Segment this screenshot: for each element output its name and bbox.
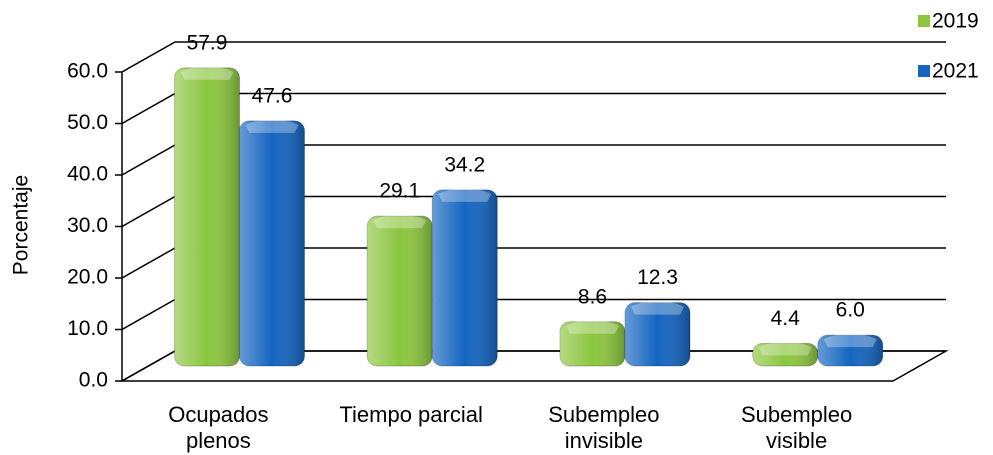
- bar-shine: [239, 120, 305, 366]
- value-label: 12.3: [637, 266, 678, 289]
- bar-top: [758, 341, 812, 356]
- y-tick-label: 50.0: [67, 111, 108, 134]
- bar-top: [566, 319, 619, 334]
- bar-top: [438, 187, 492, 202]
- grid-line: [121, 41, 946, 73]
- bar-top: [823, 333, 877, 348]
- value-label: 57.9: [187, 31, 228, 54]
- value-label: 29.1: [379, 180, 420, 203]
- bar-shine: [367, 216, 433, 366]
- x-tick-label: Ocupados plenos: [168, 402, 269, 453]
- y-axis-title: Porcentaje: [10, 175, 33, 275]
- y-tick-label: 10.0: [67, 317, 108, 340]
- legend-swatch: [918, 65, 930, 77]
- bar-shine: [560, 321, 625, 366]
- y-tick-label: 40.0: [67, 163, 108, 186]
- legend-swatch: [918, 15, 930, 27]
- bar-shine: [432, 189, 498, 366]
- y-tick-label: 20.0: [67, 266, 108, 289]
- grid-line: [121, 92, 946, 125]
- y-tick-label: 60.0: [67, 60, 108, 83]
- x-tick-label: Subempleo visible: [740, 402, 853, 453]
- value-label: 8.6: [578, 285, 607, 308]
- bar-top: [245, 118, 299, 133]
- value-label: 47.6: [252, 84, 293, 107]
- y-tick-label: 30.0: [67, 214, 108, 237]
- bar-shine: [625, 302, 690, 366]
- x-tick-label: Tiempo parcial: [339, 402, 483, 427]
- bar-shine: [752, 343, 818, 366]
- bar-shine: [817, 335, 883, 366]
- x-tick-label: Subempleo invisible: [548, 402, 660, 453]
- legend-label: 2021: [932, 60, 979, 83]
- legend-label: 2019: [932, 10, 979, 33]
- value-label: 4.4: [771, 307, 801, 330]
- bar-shine: [174, 67, 240, 366]
- y-tick-label: 0.0: [79, 369, 108, 392]
- value-label: 34.2: [444, 153, 485, 176]
- bar-top: [373, 214, 427, 229]
- bar-top: [631, 300, 684, 315]
- bar-top: [180, 65, 234, 80]
- value-label: 6.0: [836, 299, 865, 322]
